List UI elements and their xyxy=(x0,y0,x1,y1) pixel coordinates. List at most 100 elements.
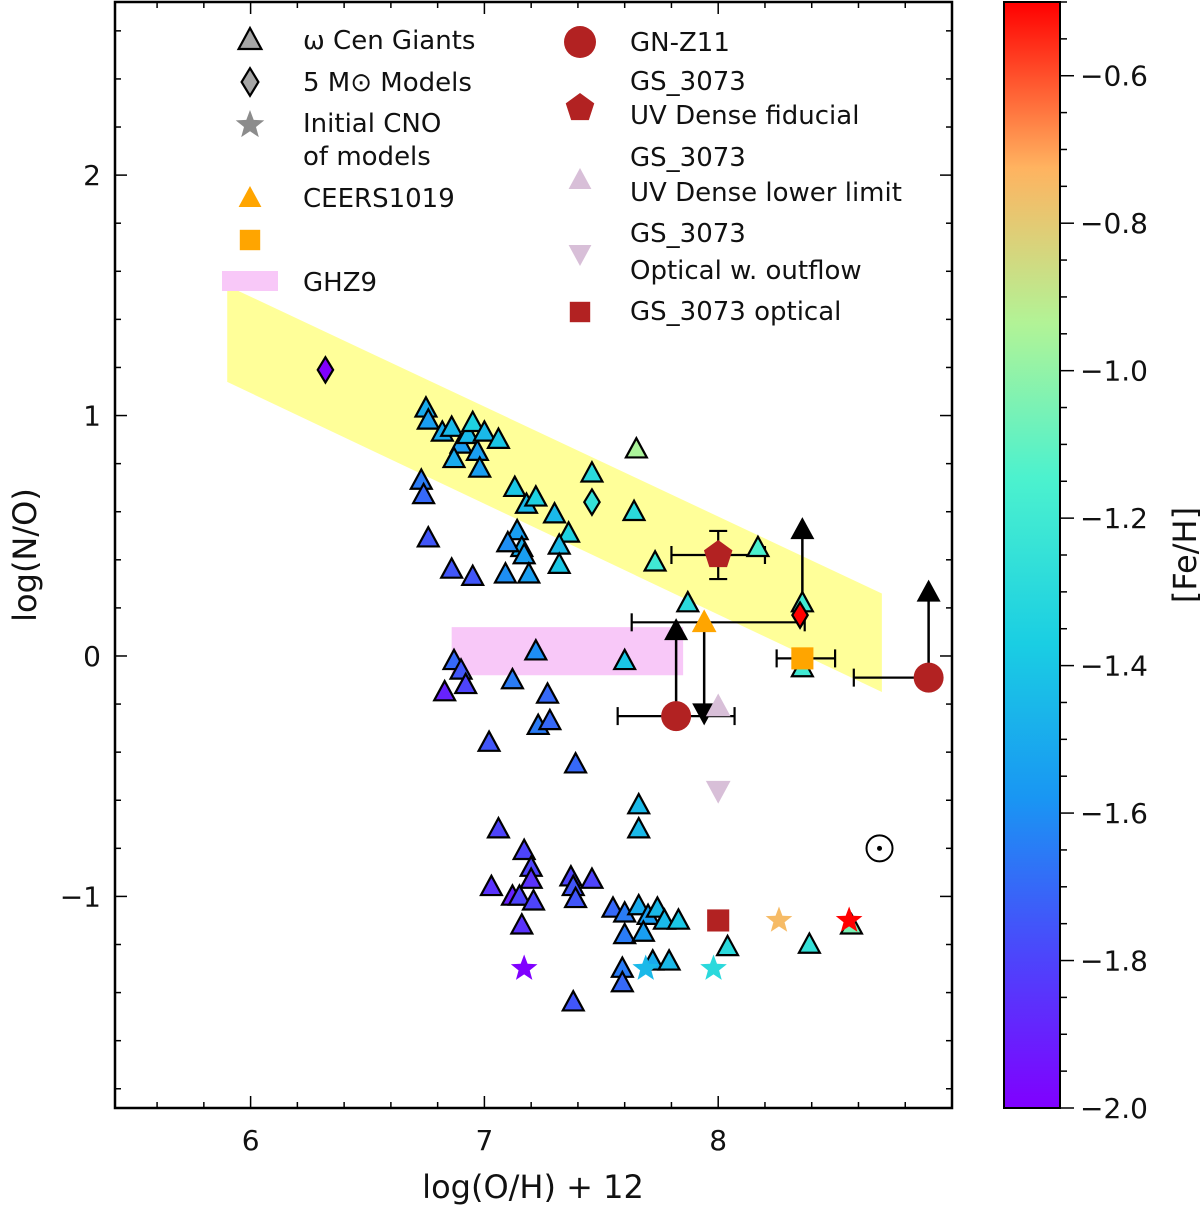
omega-cen-point xyxy=(666,907,691,930)
x-axis-title: log(O/H) + 12 xyxy=(422,1168,644,1206)
omega-cen-point xyxy=(453,671,478,695)
omega-cen-point xyxy=(624,435,649,459)
colorbar-tick-label: −1.6 xyxy=(1080,797,1148,830)
obs-point xyxy=(707,909,730,932)
bands-layer xyxy=(227,285,882,693)
initial-cno-point xyxy=(835,906,863,932)
omega-cen-point xyxy=(556,520,581,543)
colorbar-label: [Fe/H] xyxy=(1166,507,1200,603)
colorbar-tick-label: −0.6 xyxy=(1080,60,1148,93)
omega-cen-point xyxy=(511,541,537,565)
omega-cen-point xyxy=(411,481,436,505)
legend-label-models: 5 M⊙ Models xyxy=(303,68,472,98)
omega-cen-point xyxy=(563,750,588,774)
x-tick-label: 7 xyxy=(475,1124,493,1157)
initial-cno-point xyxy=(632,954,660,980)
y-tick-label: 0 xyxy=(83,640,101,673)
initial-cno-point xyxy=(700,954,727,980)
omega-cen-point xyxy=(523,637,549,661)
y-tick-label: −1 xyxy=(60,880,101,913)
omega-cen-point xyxy=(715,933,740,957)
omega-cen-point xyxy=(502,474,528,498)
legend-label-gs3073-optical: GS_3073 optical xyxy=(630,297,841,327)
legend-swatch xyxy=(565,93,595,121)
omega-cen-point xyxy=(486,815,511,839)
ticks-layer: 6 7 8 −1 0 1 2 xyxy=(60,2,953,1157)
legend-label-initial-cno: Initial CNO xyxy=(303,109,441,139)
omega-cen-point xyxy=(472,419,497,442)
omega-cen-point xyxy=(579,459,605,483)
omega-cen-point xyxy=(537,707,563,731)
y-tick-label: 2 xyxy=(83,159,101,192)
x-tick-label: 6 xyxy=(242,1124,260,1157)
legend-swatch xyxy=(569,301,591,323)
omega-cen-point xyxy=(441,445,467,469)
omega-cen-point xyxy=(546,551,572,574)
omega-cen-point xyxy=(560,988,586,1012)
errorbars-layer xyxy=(616,517,941,726)
solar-ring xyxy=(865,834,894,863)
omega-cen-point xyxy=(521,887,546,911)
legend-swatch xyxy=(568,245,592,266)
omega-cen-point xyxy=(656,948,682,971)
model-point xyxy=(791,600,810,630)
initial-cno-point xyxy=(765,906,793,932)
omega-cen-point xyxy=(511,837,537,861)
omega-cen-point xyxy=(631,919,656,942)
y-axis-title: log(N/O) xyxy=(6,488,44,622)
omega-cen-point xyxy=(542,500,567,524)
obs-point xyxy=(913,662,944,693)
omega-cen-point xyxy=(439,414,464,437)
obs-point xyxy=(791,647,814,670)
omega-cen-point xyxy=(675,589,701,613)
omega-cen-point xyxy=(486,426,511,449)
obs-point xyxy=(661,701,692,732)
model-band xyxy=(227,285,882,693)
legend-swatch xyxy=(564,26,596,58)
omega-cen-point xyxy=(432,678,457,702)
legend-swatch xyxy=(235,110,265,138)
omega-cen-point xyxy=(642,548,668,572)
obs-point xyxy=(705,780,731,804)
legend-label-gnz11: GN-Z11 xyxy=(630,28,730,58)
legend-label-gs3073-outflow: GS_3073 xyxy=(630,219,746,249)
colorbar-tick-label: −2.0 xyxy=(1080,1092,1148,1125)
obs-point xyxy=(691,609,717,633)
solar-symbol-icon xyxy=(865,834,894,863)
omega-cen-point xyxy=(476,729,502,752)
omega-cen-point xyxy=(479,873,504,897)
omega-cen-point xyxy=(626,892,652,916)
legend-swatch-ghz9 xyxy=(222,271,278,291)
omega-cen-point xyxy=(460,563,486,586)
legend-swatch xyxy=(236,25,264,51)
omega-cen-point xyxy=(439,556,464,579)
omega-cen-point xyxy=(535,681,560,704)
markers-layer xyxy=(316,355,944,1012)
omega-cen-point xyxy=(797,931,822,954)
upper-limit-arrow-head xyxy=(916,579,941,602)
colorbar xyxy=(1003,1,1061,1109)
legend-label-gs3073-uv-2: UV Dense fiducial xyxy=(630,101,859,131)
legend-label-gs3073-lower: GS_3073 xyxy=(630,143,746,173)
legend-swatch xyxy=(238,186,262,207)
omega-cen-point xyxy=(626,815,652,839)
legend-swatch xyxy=(568,168,592,189)
omega-cen-point xyxy=(500,666,525,690)
legend-label-omega-cen: ω Cen Giants xyxy=(303,26,475,56)
omega-cen-point xyxy=(612,647,637,671)
omega-cen-point xyxy=(563,885,588,909)
legend-label-initial-cno-2: of models xyxy=(303,142,431,172)
omega-cen-point xyxy=(495,529,521,553)
omega-cen-point xyxy=(467,455,493,478)
colorbar-tick-label: −1.4 xyxy=(1080,650,1148,683)
initial-cno-point xyxy=(510,954,538,980)
omega-cen-point xyxy=(509,911,535,935)
solar-dot xyxy=(877,845,883,851)
omega-cen-point xyxy=(626,791,652,815)
legend-label-gs3073-uv: GS_3073 xyxy=(630,67,746,97)
colorbar-tick-label: −0.8 xyxy=(1080,207,1148,240)
omega-cen-point xyxy=(579,866,605,889)
omega-cen-point xyxy=(507,883,532,906)
y-tick-label: 1 xyxy=(83,400,101,433)
